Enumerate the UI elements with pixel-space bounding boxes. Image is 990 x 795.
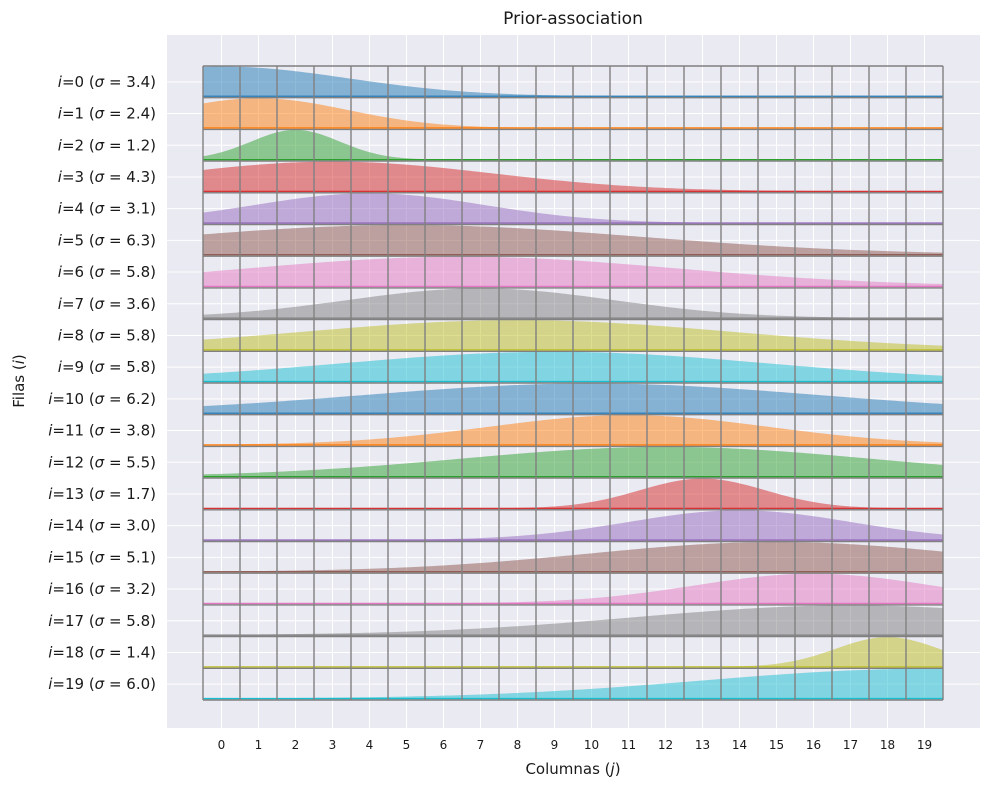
x-tick-label-18: 18 <box>880 738 895 752</box>
row-label-15: i=15 (σ = 5.1) <box>48 548 156 566</box>
row-label-14: i=14 (σ = 3.0) <box>48 517 156 535</box>
x-tick-label-8: 8 <box>514 738 522 752</box>
x-tick-label-5: 5 <box>403 738 411 752</box>
row-label-10: i=10 (σ = 6.2) <box>48 390 156 408</box>
row-label-12: i=12 (σ = 5.5) <box>48 453 156 471</box>
chart-title: Prior-association <box>503 9 643 29</box>
row-label-6: i=6 (σ = 5.8) <box>58 263 156 281</box>
x-tick-label-4: 4 <box>366 738 374 752</box>
row-label-9: i=9 (σ = 5.8) <box>58 358 156 376</box>
y-axis-label: Filas (i) <box>10 354 28 408</box>
x-tick-label-11: 11 <box>621 738 636 752</box>
row-label-16: i=16 (σ = 3.2) <box>48 580 156 598</box>
x-tick-label-6: 6 <box>440 738 448 752</box>
x-tick-label-19: 19 <box>917 738 932 752</box>
row-label-13: i=13 (σ = 1.7) <box>48 485 156 503</box>
row-label-1: i=1 (σ = 2.4) <box>58 105 156 123</box>
x-axis-label: Columnas (j) <box>525 760 620 778</box>
x-tick-label-0: 0 <box>218 738 226 752</box>
x-tick-label-3: 3 <box>329 738 337 752</box>
x-tick-label-13: 13 <box>695 738 710 752</box>
row-label-4: i=4 (σ = 3.1) <box>58 200 156 218</box>
row-label-8: i=8 (σ = 5.8) <box>58 326 156 344</box>
x-tick-label-14: 14 <box>732 738 747 752</box>
x-tick-label-17: 17 <box>843 738 858 752</box>
x-tick-label-10: 10 <box>584 738 599 752</box>
x-tick-label-12: 12 <box>658 738 673 752</box>
x-tick-label-7: 7 <box>477 738 485 752</box>
x-tick-label-1: 1 <box>255 738 263 752</box>
x-tick-label-9: 9 <box>551 738 559 752</box>
row-label-0: i=0 (σ = 3.4) <box>58 73 156 91</box>
tick-layer: 0 1 2 3 4 5 6 7 8 9 10 11 12 13 14 15 16 17 18 19 <box>218 738 932 752</box>
row-label-7: i=7 (σ = 3.6) <box>58 295 156 313</box>
x-tick-label-2: 2 <box>292 738 300 752</box>
x-tick-label-16: 16 <box>806 738 821 752</box>
row-label-18: i=18 (σ = 1.4) <box>48 643 156 661</box>
row-label-3: i=3 (σ = 4.3) <box>58 168 156 186</box>
row-label-11: i=11 (σ = 3.8) <box>48 422 156 440</box>
row-label-17: i=17 (σ = 5.8) <box>48 612 156 630</box>
row-label-layer: i=0 (σ = 3.4) i=1 (σ = 2.4) i=2 (σ = 1.2) i… <box>48 73 156 693</box>
row-label-5: i=5 (σ = 6.3) <box>58 231 156 249</box>
row-label-19: i=19 (σ = 6.0) <box>48 675 156 693</box>
row-label-2: i=2 (σ = 1.2) <box>58 136 156 154</box>
x-tick-label-15: 15 <box>769 738 784 752</box>
cell-layer <box>202 65 944 701</box>
